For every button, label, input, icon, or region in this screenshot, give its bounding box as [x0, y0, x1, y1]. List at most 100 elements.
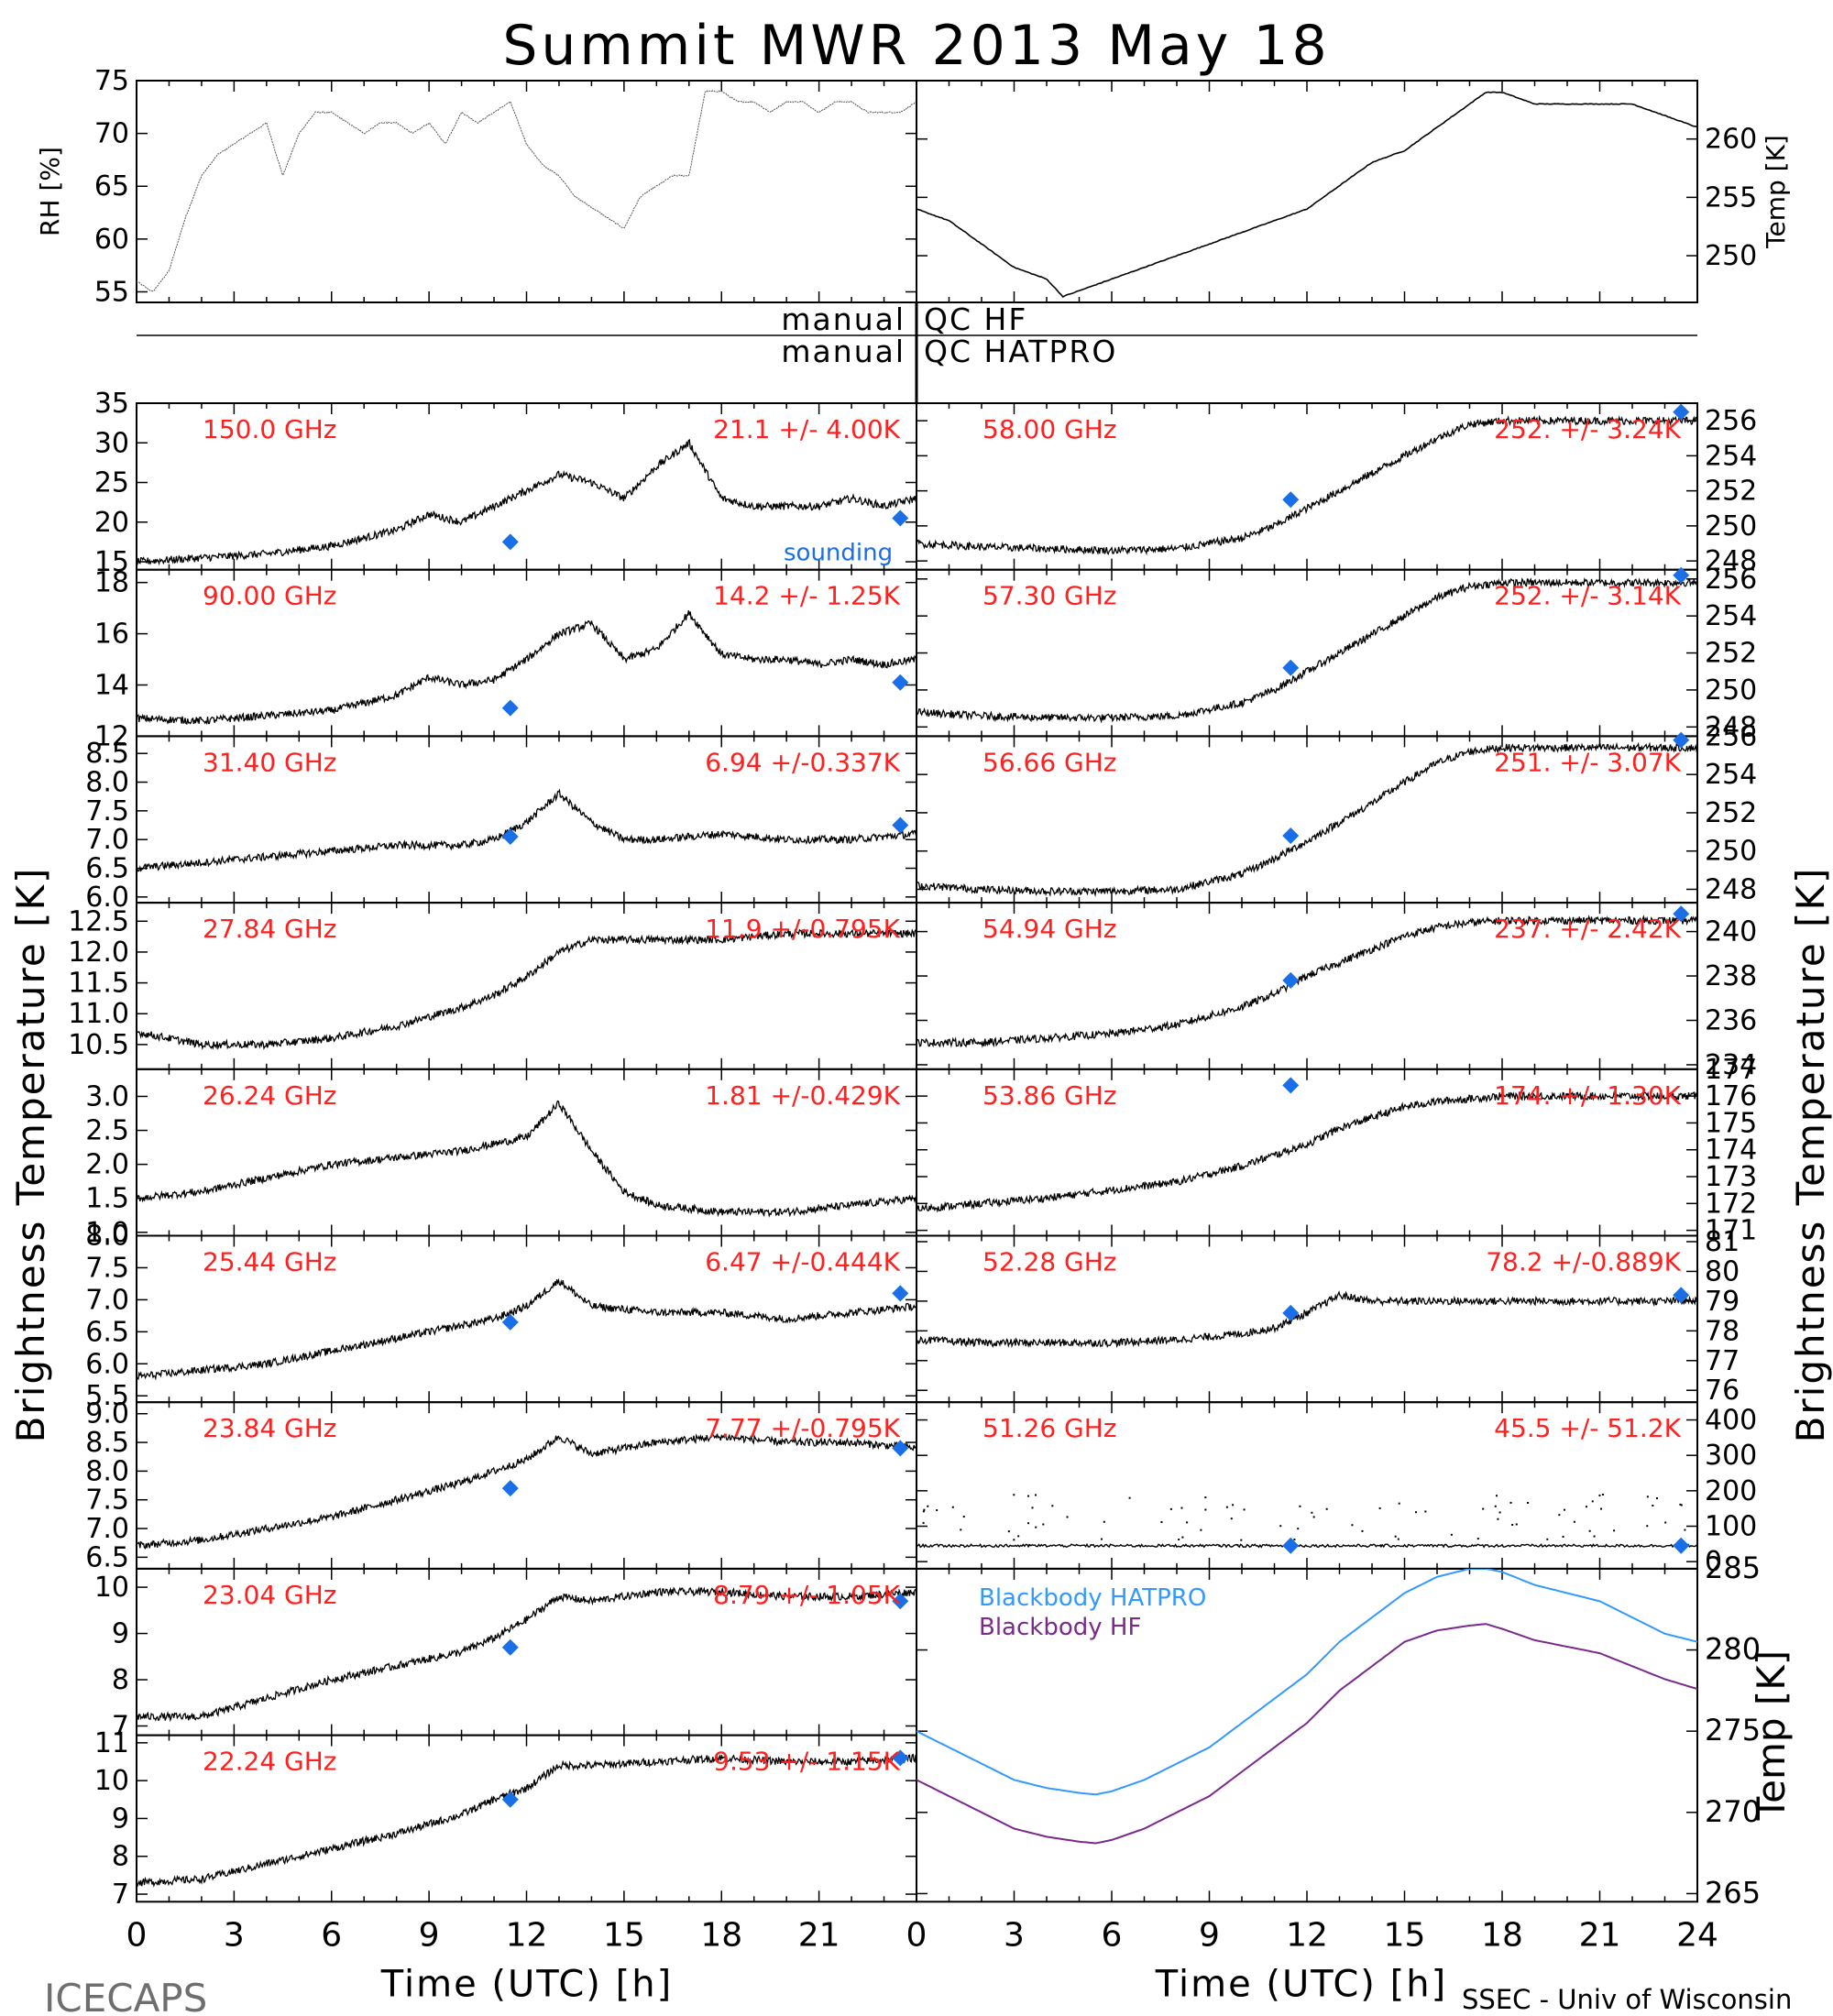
- y-tick-label: 15: [94, 546, 129, 578]
- trace-line: [916, 1290, 1697, 1349]
- y-tick-label: 175: [1705, 1107, 1757, 1139]
- x-tick-label: 0: [906, 1916, 927, 1954]
- trace-point: [1051, 1505, 1054, 1507]
- sounding-marker: [501, 1313, 519, 1331]
- icecaps-label: ICECAPS: [44, 1976, 207, 2016]
- trace-group: [137, 1753, 916, 1888]
- panel-c150: 15 20 25 30 35 sounding 150.0 GHz 21.1 +/- 4.00…: [94, 388, 917, 578]
- trace-point: [960, 1528, 962, 1531]
- y-tick-label: 252: [1705, 476, 1757, 508]
- x-tick-label: 24: [1676, 1916, 1718, 1954]
- y-tick-label: 65: [94, 170, 129, 203]
- trace-point: [1515, 1523, 1518, 1526]
- trace-point: [1027, 1495, 1030, 1497]
- y-tick-label: 200: [1705, 1475, 1757, 1507]
- y-tick-label: 238: [1705, 960, 1757, 992]
- sounding-marker: [1282, 659, 1300, 676]
- panel-c5730: 248 250 252 254 256 57.30 GHz 252. +/- 3.14K: [916, 564, 1757, 743]
- y-tick-label: 5.5: [85, 1380, 129, 1412]
- channel-label: 57.30 GHz: [982, 581, 1117, 611]
- trace-point: [1028, 1543, 1031, 1546]
- y-tick-label: 176: [1705, 1080, 1757, 1112]
- trace-point: [1684, 1528, 1686, 1531]
- y-tick-label: 172: [1705, 1188, 1757, 1220]
- trace-point: [1613, 1529, 1616, 1532]
- sounding-marker: [501, 1638, 519, 1656]
- trace-point: [1218, 1544, 1221, 1547]
- trace-point: [1495, 1495, 1498, 1497]
- sounding-marker: [1282, 1077, 1300, 1094]
- y-tick-label: 254: [1705, 600, 1757, 632]
- channel-label: 58.00 GHz: [982, 414, 1117, 444]
- y-tick-label: 12.0: [68, 937, 129, 969]
- y-tick-label: 0: [1705, 1546, 1722, 1578]
- sounding-marker: [1673, 905, 1690, 923]
- trace-point: [1562, 1535, 1564, 1538]
- trace-point: [1573, 1520, 1575, 1523]
- y-tick-label: 256: [1705, 720, 1757, 752]
- panel-c2624: 1.01.52.02.53.0 26.24 GHz 1.81 +/-0.429K: [85, 1068, 917, 1249]
- trace-group: [916, 914, 1697, 1048]
- y-tick-label: 2.5: [85, 1115, 129, 1147]
- channel-label: 51.26 GHz: [982, 1413, 1117, 1443]
- sounding-marker: [892, 816, 909, 834]
- trace-point: [1494, 1505, 1497, 1507]
- trace-line: [137, 609, 916, 726]
- y-tick-label: 70: [94, 118, 129, 150]
- sounding-marker: [1282, 971, 1300, 989]
- y-tick-label: 20: [94, 507, 129, 539]
- y-tick-label: 285: [1705, 1550, 1761, 1585]
- trace-point: [1160, 1521, 1163, 1524]
- y-tick-label: 265: [1705, 1875, 1761, 1910]
- y-tick-label: 55: [94, 276, 129, 308]
- trace-point: [1100, 1538, 1103, 1540]
- trace-point: [1042, 1523, 1045, 1526]
- trace-point: [1558, 1514, 1561, 1517]
- trace-point: [1031, 1507, 1034, 1509]
- panel-ylabel: Temp [K]: [1749, 1650, 1794, 1822]
- trace-point: [1240, 1539, 1243, 1541]
- x-tick-label: 15: [1384, 1916, 1426, 1954]
- legend-entry: Blackbody HF: [979, 1614, 1141, 1641]
- y-tick-label: 11.0: [68, 998, 129, 1030]
- trace-point: [1394, 1535, 1397, 1538]
- x-tick-label: 21: [1579, 1916, 1621, 1954]
- y-tick-label: 280: [1705, 1632, 1761, 1667]
- trace-point: [1652, 1504, 1654, 1507]
- trace-point: [922, 1521, 925, 1524]
- right-ylabel: Brightness Temperature [K]: [1788, 867, 1833, 1443]
- y-tick-label: 250: [1705, 674, 1757, 707]
- stat-label: 11.9 +/-0.795K: [705, 914, 900, 944]
- panel-c2384: 6.57.07.58.08.59.0 23.84 GHz 7.77 +/-0.795…: [85, 1398, 917, 1573]
- y-tick-label: 174: [1705, 1134, 1757, 1167]
- trace-point: [1546, 1538, 1549, 1540]
- trace-point: [1679, 1503, 1682, 1506]
- sounding-marker: [501, 1480, 519, 1497]
- y-tick-label: 10: [94, 1765, 129, 1797]
- trace-line: [916, 741, 1697, 898]
- trace-point: [1181, 1536, 1184, 1539]
- trace-point: [1236, 1544, 1239, 1547]
- x-tick-label: 6: [321, 1916, 342, 1954]
- stat-label: 9.53 +/- 1.15K: [713, 1747, 900, 1777]
- y-tick-label: 177: [1705, 1054, 1757, 1086]
- trace-line: [916, 1090, 1697, 1213]
- channel-label: 25.44 GHz: [203, 1247, 337, 1277]
- stat-label: 252. +/- 3.14K: [1494, 581, 1681, 611]
- trace-point: [1204, 1508, 1207, 1511]
- trace-group: [137, 439, 916, 566]
- stat-label: 14.2 +/- 1.25K: [713, 581, 900, 611]
- trace-point: [1027, 1522, 1030, 1525]
- y-tick-label: 8.0: [85, 1455, 129, 1487]
- sounding-marker: [892, 1593, 909, 1610]
- y-tick-label: 7.0: [85, 1513, 129, 1545]
- y-tick-label: 8.5: [85, 1427, 129, 1459]
- trace-point: [1591, 1500, 1594, 1503]
- channel-label: 52.28 GHz: [982, 1247, 1117, 1277]
- sounding-marker: [1282, 491, 1300, 509]
- trace-point: [1178, 1539, 1180, 1541]
- y-tick-label: 8: [112, 1841, 129, 1873]
- figure-title: Summit MWR 2013 May 18: [502, 14, 1330, 78]
- trace-group: [137, 1100, 916, 1218]
- trace-point: [1169, 1507, 1172, 1510]
